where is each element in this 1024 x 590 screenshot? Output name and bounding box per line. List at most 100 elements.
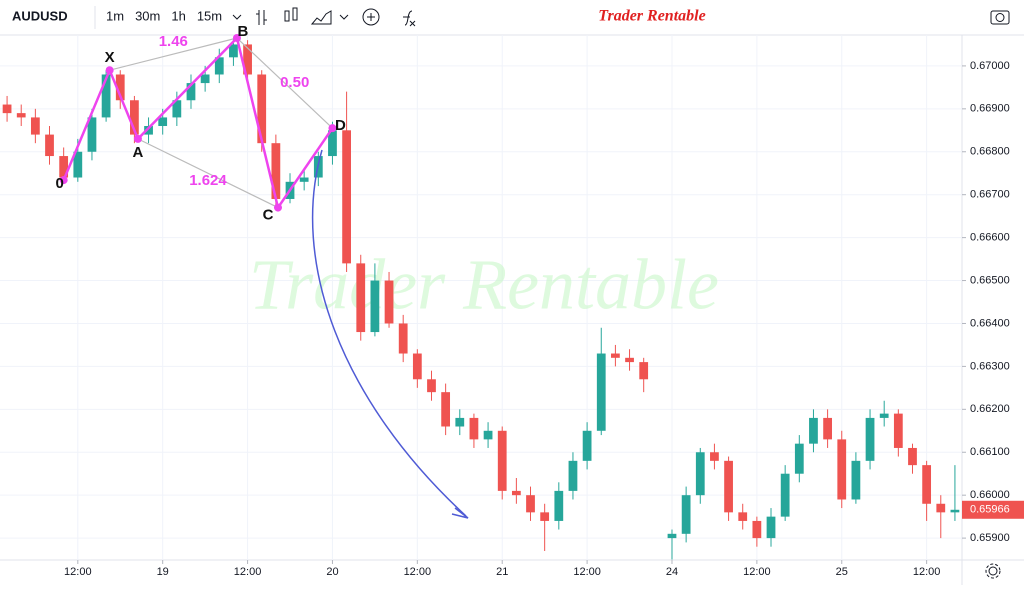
pattern-point [273,203,282,212]
candle-body [667,533,677,539]
interval-dropdown[interactable] [232,14,242,20]
pattern-label: A [133,144,144,161]
x-tick-label: 12:00 [743,566,771,578]
candle-body [384,280,394,324]
symbol[interactable]: AUDUSD [12,8,68,23]
forecast-arrow [311,149,467,517]
candle-body [299,177,309,182]
pattern-point [328,124,337,133]
interval-button[interactable]: 15m [197,8,222,23]
ratio-line [236,37,333,129]
candle-body [2,104,12,114]
pattern-label: C [263,207,274,224]
candle-body [908,447,917,466]
candle-body [30,117,40,135]
ratio-label: 0.50 [280,74,309,91]
y-tick-label: 0.66600 [970,232,1010,244]
candle-body [625,357,634,363]
interval-button[interactable]: 1h [171,8,185,23]
ratio-line [137,138,279,209]
camera-icon[interactable] [990,10,1010,25]
pattern-label: B [238,23,249,40]
watermark: Trader Rentable [249,245,719,325]
plot: 0 X A B C D 1.46 0.50 1.624 [2,23,960,560]
candle-body [922,465,932,504]
y-tick-label: 0.66100 [970,446,1010,458]
interval-button[interactable]: 1m [106,8,124,23]
last-price-tag [962,500,1024,519]
candle-body [328,130,337,157]
last-price-label: 0.65966 [970,504,1010,516]
x-tick-label: 12:00 [573,566,601,578]
candle-body [200,74,210,84]
candle-body [214,57,224,75]
candle-body [59,156,69,178]
pattern-point [105,66,114,75]
candle-body [398,323,408,354]
candle-body [794,443,804,474]
pattern-point [133,134,142,143]
candle-body [823,417,832,440]
candle-body [865,417,875,461]
candle-body [752,520,762,539]
pattern-label: D [335,117,346,134]
candle-body [724,460,733,513]
candle-body [130,100,139,135]
candle-body [469,417,479,440]
y-tick-label: 0.65900 [970,532,1010,544]
candle-body [16,113,26,118]
candle-body [526,495,535,513]
candle-body [568,460,578,491]
y-tick-label: 0.66800 [970,146,1010,158]
y-tick-label: 0.66500 [970,274,1010,286]
candle-body [766,516,776,539]
x-tick-label: 20 [326,566,338,578]
brand-title: Trader Rentable [598,8,705,25]
ratio-label: 1.624 [189,172,227,189]
candle-body [73,151,83,178]
candle-body [837,439,847,500]
candle-body [780,473,790,517]
candle-body [45,134,54,157]
candle-body [936,503,946,513]
x-tick-label: 24 [666,566,678,578]
x-tick-label: 21 [496,566,508,578]
candle-body [681,495,691,534]
y-tick-label: 0.67000 [970,60,1010,72]
candle-body [186,83,196,101]
candle-body [455,417,465,427]
candle-body [356,263,366,333]
candle-body [554,490,564,521]
settings-icon[interactable] [985,563,1001,579]
x-tick-label: 12:00 [404,566,432,578]
candle-body [158,117,168,127]
pattern-line [62,35,334,211]
x-tick-label: 12:00 [234,566,262,578]
grid [0,35,962,560]
interval-button[interactable]: 30m [135,8,160,23]
pattern-label: X [105,49,115,66]
chart-type-icons[interactable] [256,7,416,27]
candle-body [243,44,252,75]
candle-body [611,353,620,358]
candle-body [271,143,281,199]
candle-body [342,130,351,264]
y-tick-label: 0.66200 [970,403,1010,415]
candle-body [101,74,111,118]
candle-body [412,353,422,380]
candle-body [257,74,267,144]
ratio-label: 1.46 [159,33,188,50]
x-tick-label: 12:00 [913,566,941,578]
toolbar [0,0,1024,35]
candle-body [144,126,153,135]
candle-body [582,430,592,461]
candle-body [950,509,960,513]
candle-body [695,452,705,496]
y-tick-label: 0.66700 [970,189,1010,201]
candle-body [427,379,436,393]
arrow-head [451,507,469,519]
x-tick-label: 25 [836,566,848,578]
candle-body [639,362,649,380]
